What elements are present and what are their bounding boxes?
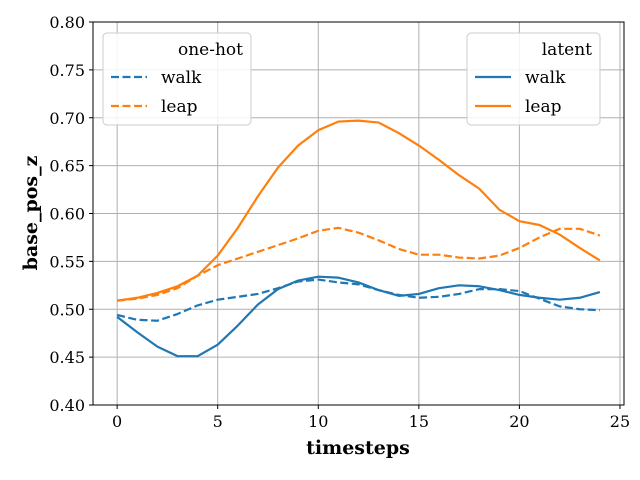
x-axis-label: timesteps: [306, 437, 410, 459]
legend-one-hot: one-hot walk leap: [102, 32, 252, 126]
legend-title: one-hot: [178, 40, 243, 60]
y-tick-label: 0.55: [49, 252, 85, 271]
y-tick-label: 0.75: [49, 61, 85, 80]
series-line-one-hot-leap: [117, 226, 601, 302]
x-tick-label: 10: [308, 412, 328, 431]
y-tick-label: 0.65: [49, 157, 85, 176]
legend-label: walk: [161, 68, 202, 88]
series-line-latent-walk: [116, 275, 601, 358]
ticks: 0 5 10 15 20 25 0.40 0.45 0.50 0.55 0.60 0.65 0.70 0.…: [49, 13, 630, 431]
x-tick-label: 15: [409, 412, 429, 431]
legend-latent: latent walk leap: [466, 32, 601, 126]
x-tick-label: 25: [610, 412, 630, 431]
y-tick-label: 0.60: [49, 205, 85, 224]
legend-box: [102, 32, 252, 126]
legend-label: leap: [525, 97, 562, 117]
legend-title: latent: [542, 40, 592, 60]
legend-label: leap: [161, 97, 198, 117]
y-tick-label: 0.50: [49, 300, 85, 319]
legend-label: walk: [525, 68, 566, 88]
x-tick-label: 5: [213, 412, 223, 431]
x-tick-label: 20: [509, 412, 529, 431]
series-line-latent-leap: [116, 119, 601, 302]
legend-box: [466, 32, 601, 126]
y-axis-label: base_pos_z: [20, 155, 42, 270]
y-tick-label: 0.80: [49, 13, 85, 32]
y-tick-label: 0.40: [49, 396, 85, 415]
legends: one-hot walk leap latent walk leap: [102, 32, 601, 126]
x-tick-label: 0: [112, 412, 122, 431]
series-line-one-hot-walk: [116, 278, 600, 322]
y-tick-label: 0.70: [49, 109, 85, 128]
y-tick-label: 0.45: [49, 348, 85, 367]
series-lines: [116, 119, 601, 358]
